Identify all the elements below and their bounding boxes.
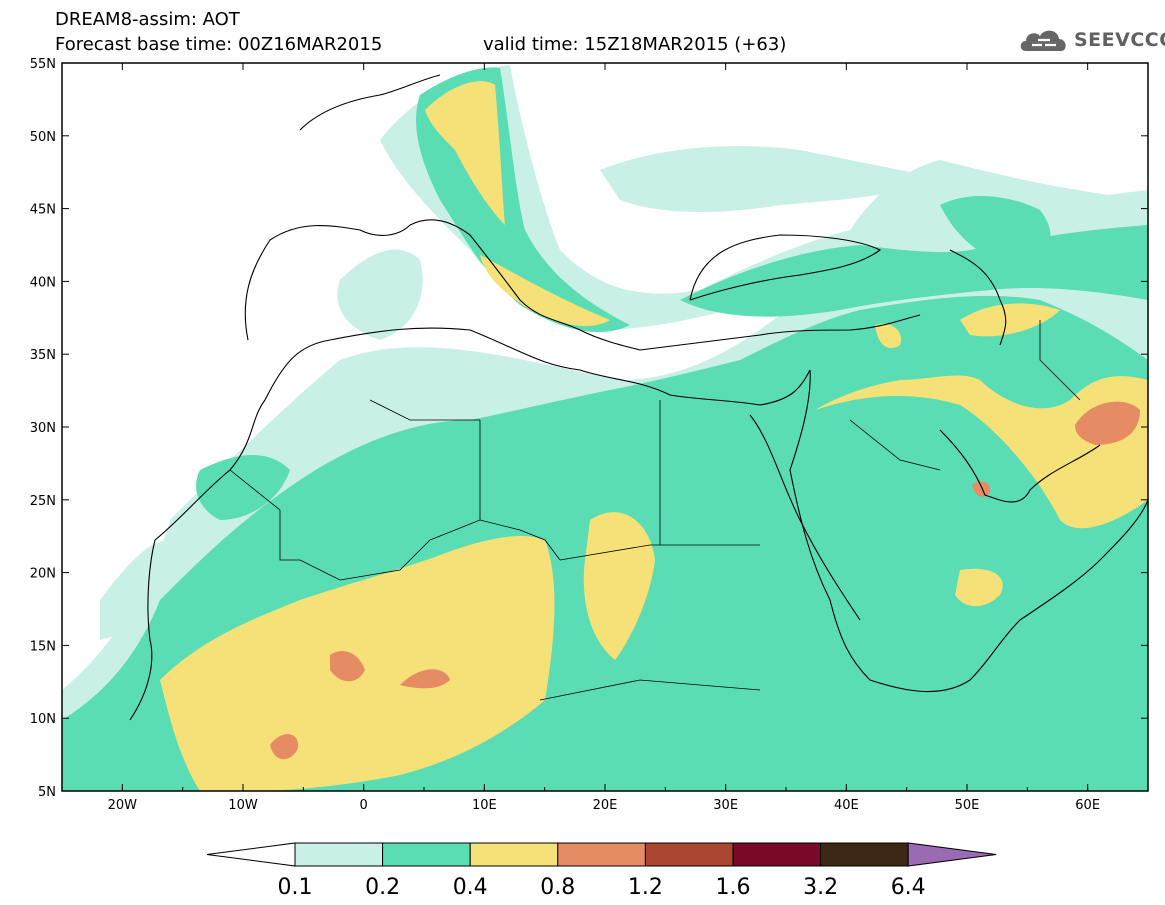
- lat-tick-label: 5N: [38, 785, 56, 800]
- lat-tick-label: 10N: [30, 712, 56, 727]
- colorbar-label: 0.1: [278, 875, 313, 900]
- lon-tick-label: 10W: [228, 798, 258, 813]
- colorbar-bin: [557, 842, 646, 867]
- aot-contour-0.8: [270, 401, 1140, 760]
- lon-tick-label: 60E: [1075, 798, 1100, 813]
- lat-tick-label: 20N: [30, 567, 56, 582]
- colorbar-bin: [820, 842, 909, 867]
- colorbar-label: 3.2: [803, 875, 838, 900]
- colorbar-label: 0.2: [365, 875, 400, 900]
- lon-tick-label: 10E: [472, 798, 497, 813]
- aot-contours: [62, 63, 1148, 791]
- colorbar-bin: [644, 842, 734, 867]
- colorbar-bin: [732, 842, 822, 867]
- cloud-icon: [1020, 30, 1066, 51]
- lon-axis: 20W 10W 0 10E 20E 30E 40E 50E 60E: [61, 63, 1149, 813]
- lat-tick-label: 45N: [30, 203, 56, 218]
- lon-tick-label: 30E: [713, 798, 738, 813]
- country-borders: [229, 320, 1081, 701]
- valid-time: valid time: 15Z18MAR2015 (+63): [483, 34, 787, 55]
- lat-tick-label: 50N: [30, 130, 56, 145]
- lat-tick-label: 35N: [30, 348, 56, 363]
- forecast-base-time: Forecast base time: 00Z16MAR2015: [55, 34, 383, 55]
- lat-tick-label: 30N: [30, 421, 56, 436]
- colorbar-label: 0.8: [540, 875, 575, 900]
- lat-axis: 55N 50N 45N 40N 35N 30N 25N 20N 15N 10N 5N: [30, 57, 1148, 800]
- lon-tick-label: 20W: [108, 798, 138, 813]
- lon-tick-label: 20E: [593, 798, 618, 813]
- coastlines: [129, 74, 1148, 721]
- colorbar-label: 1.2: [628, 875, 663, 900]
- lon-tick-label: 0: [360, 798, 368, 813]
- colorbar-bin: [382, 842, 471, 867]
- colorbar-label: 0.4: [453, 875, 488, 900]
- lat-tick-label: 15N: [30, 639, 56, 654]
- colorbar-lower-arrow: [206, 842, 296, 867]
- seevccc-logo: SEEVCCC: [1018, 25, 1165, 55]
- colorbar-legend: 0.1 0.2 0.4 0.8 1.2 1.6 3.2 6.4: [206, 842, 997, 900]
- lon-tick-label: 40E: [834, 798, 859, 813]
- chart-title: DREAM8-assim: AOT: [55, 9, 240, 30]
- colorbar-label: 1.6: [716, 875, 751, 900]
- lon-tick-label: 50E: [955, 798, 980, 813]
- colorbar-label: 6.4: [891, 875, 926, 900]
- lat-tick-label: 55N: [30, 57, 56, 72]
- lat-tick-label: 40N: [30, 275, 56, 290]
- colorbar-bin: [294, 842, 384, 867]
- colorbar-upper-arrow: [907, 842, 997, 867]
- lat-tick-label: 25N: [30, 494, 56, 509]
- colorbar-bin: [469, 842, 559, 867]
- logo-text: SEEVCCC: [1074, 29, 1165, 51]
